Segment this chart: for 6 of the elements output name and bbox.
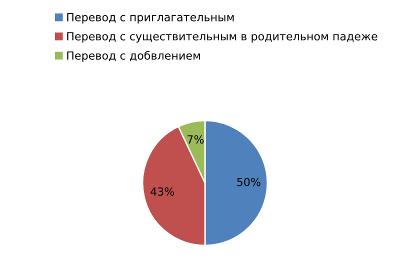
- data-label: 43%: [150, 187, 174, 196]
- legend-label: Перевод с существительным в родительном падеже: [67, 32, 378, 43]
- legend-label: Перевод с добвлением: [67, 50, 200, 62]
- data-label: 7%: [188, 135, 204, 144]
- legend-label: Перевод с приглагательным: [67, 13, 234, 24]
- data-label: 50%: [237, 178, 260, 186]
